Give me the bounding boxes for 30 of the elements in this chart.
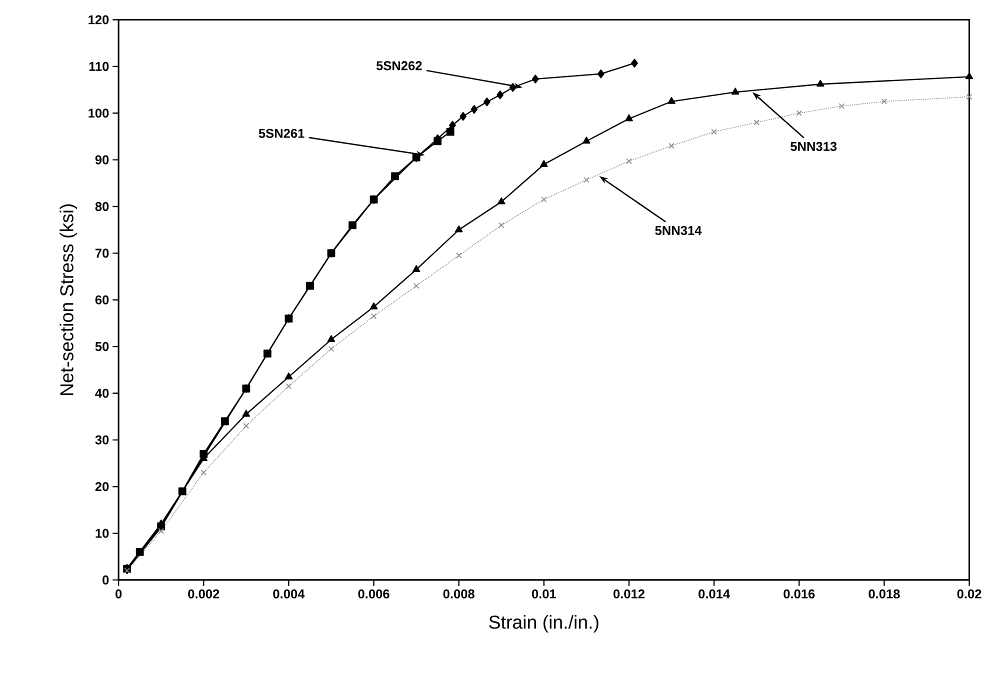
annotation: 5NN313 [790,142,837,152]
y-tick-label: 0 [102,576,109,585]
x-tick-label: 0.014 [698,589,730,599]
x-tick-label: 0.01 [532,589,556,599]
y-tick-label: 20 [95,482,109,492]
y-tick-label: 90 [95,155,109,164]
x-tick-label: 0.002 [188,589,220,599]
annotation: 5NN314 [655,226,702,236]
y-tick-label: 110 [89,62,109,72]
y-tick-label: 80 [95,202,109,212]
x-tick-label: 0 [116,589,122,599]
x-tick-label: 0.018 [868,589,900,599]
x-tick-label: 0.008 [443,589,474,599]
annotation: 5SN262 [376,61,422,70]
y-tick-label: 30 [95,435,109,445]
x-tick-label: 0.016 [784,589,815,599]
y-tick-label: 100 [88,108,109,118]
x-tick-label: 0.004 [273,589,305,599]
y-tick-label: 10 [96,528,109,538]
x-axis-title: Strain (in./in.) [489,615,598,633]
y-tick-label: 70 [95,248,109,258]
x-tick-label: 0.02 [957,589,982,599]
x-tick-label: 0.012 [613,589,644,599]
annotation: 5SN261 [258,128,304,138]
y-tick-label: 60 [95,295,109,304]
y-axis-title: Net-section Stress (ksi) [60,204,78,396]
y-tick-label: 40 [95,388,109,398]
x-tick-label: 0.006 [358,589,390,599]
y-tick-label: 50 [95,342,109,352]
y-tick-label: 120 [88,15,109,24]
